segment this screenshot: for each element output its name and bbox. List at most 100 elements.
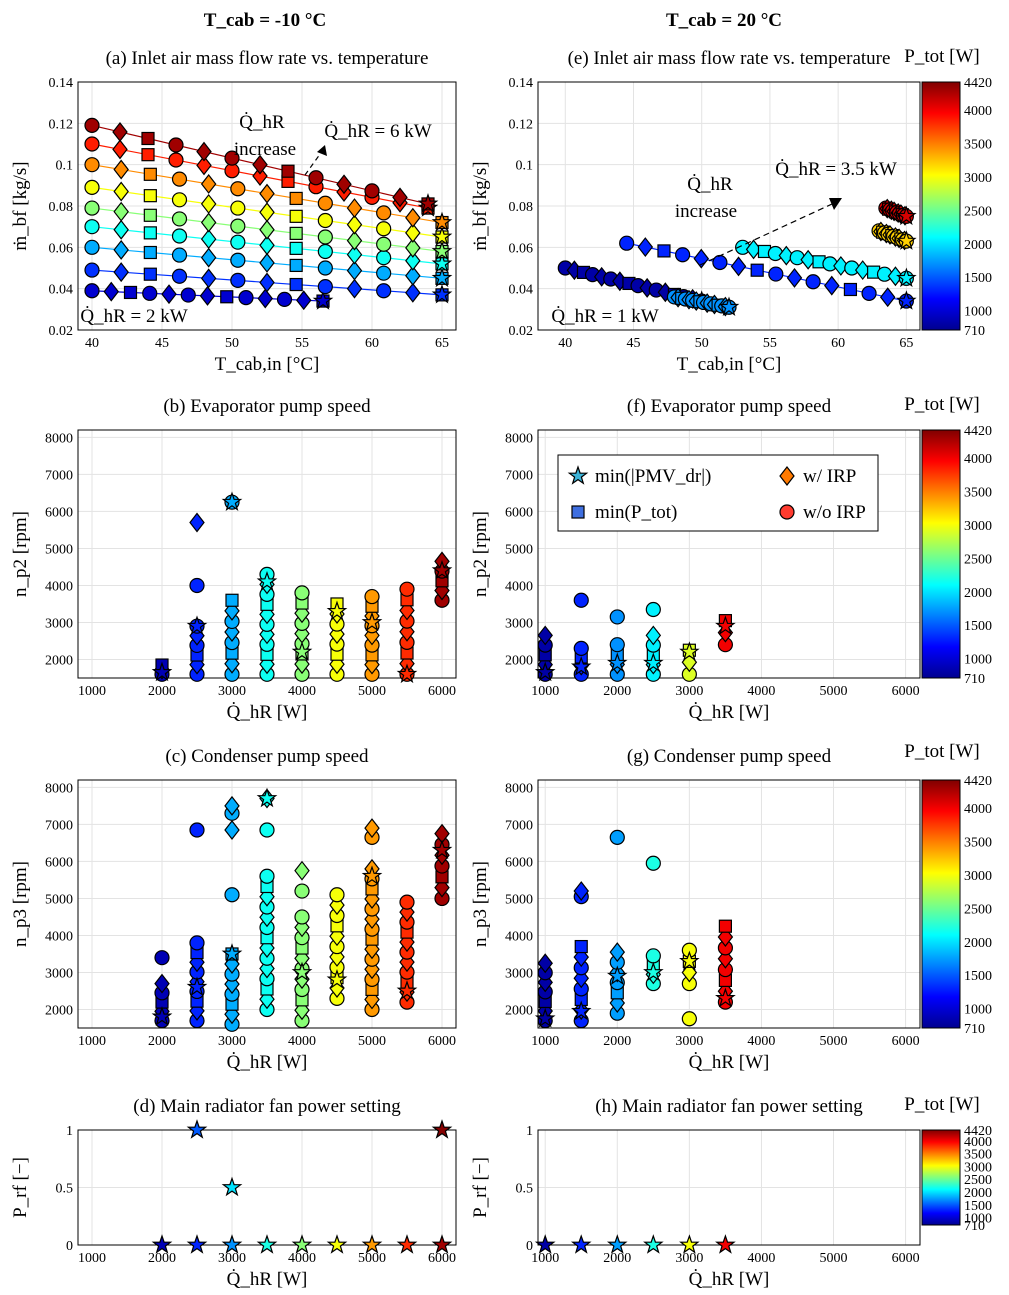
data-point (230, 252, 246, 268)
data-point (405, 207, 421, 228)
y-tick-label: 0.1 (56, 159, 74, 174)
x-tick-label: 6000 (892, 684, 920, 699)
data-point (84, 117, 100, 134)
series-line (626, 242, 907, 302)
panel-d: 1000 2000 3000 4000 5000 6000 0 0.5 1 (d) Main ra… (10, 1096, 457, 1290)
colorbar-tick-label: 3500 (964, 485, 992, 500)
data-point (778, 245, 795, 266)
y-axis-label: P_rf [−] (10, 1157, 31, 1218)
data-point (346, 214, 363, 235)
x-tick-label: 50 (695, 336, 709, 351)
optimum-star (151, 1006, 173, 1026)
data-point (376, 236, 392, 252)
panel-h: 1000 2000 3000 4000 5000 6000 0 0.5 1 (h) Main ra… (470, 1096, 921, 1290)
colorbar: 4420 4000 3500 3000 2500 2000 1500 1000 710 P_tot… (904, 46, 992, 339)
colorbar-tick-label: 710 (964, 1219, 985, 1234)
y-tick-label: 0 (526, 1239, 533, 1254)
colorbar-label: P_tot [W] (904, 394, 979, 415)
optimum-star (606, 965, 628, 985)
data-point (142, 285, 158, 301)
data-point (376, 250, 392, 266)
x-tick-label: 6000 (428, 1251, 456, 1266)
data-point (259, 202, 275, 223)
data-point (252, 154, 268, 175)
data-point (637, 237, 654, 258)
colorbar-tick-label: 1500 (964, 271, 992, 286)
data-point (113, 181, 129, 202)
y-tick-label: 0.12 (509, 117, 534, 132)
data-point (289, 226, 303, 240)
data-point (171, 247, 188, 263)
data-point (376, 265, 392, 281)
y-tick-label: 2000 (45, 1003, 73, 1018)
y-tick-label: 0.06 (509, 241, 534, 256)
x-tick-label: 50 (225, 336, 239, 351)
data-point (294, 883, 310, 899)
data-point (609, 942, 626, 963)
data-point (824, 275, 840, 296)
y-axis-label: n_p3 [rpm] (10, 861, 31, 947)
y-tick-label: 5000 (45, 892, 73, 907)
colorbar-label: P_tot [W] (904, 46, 979, 67)
x-tick-label: 4000 (747, 1251, 775, 1266)
optimum-star (396, 980, 418, 1000)
x-tick-label: 65 (899, 336, 913, 351)
data-point (84, 136, 100, 152)
optimum-star (431, 240, 453, 261)
data-point (346, 278, 363, 299)
colorbar-tick-label: 1500 (964, 619, 992, 634)
data-point (392, 187, 408, 208)
legend-item: w/ IRP (803, 466, 856, 487)
y-tick-label: 0.08 (509, 200, 534, 215)
optimum-star (221, 1176, 243, 1197)
data-point (113, 239, 129, 260)
data-point (113, 159, 129, 180)
data-point (230, 181, 246, 197)
data-point (259, 219, 275, 240)
y-tick-label: 4000 (45, 579, 73, 594)
panel-title: (c) Condenser pump speed (165, 746, 369, 767)
data-point (336, 174, 352, 195)
data-point (537, 953, 553, 974)
optimum-star (361, 865, 383, 885)
optimum-star (256, 787, 278, 808)
data-point (230, 272, 246, 288)
data-point (112, 121, 128, 142)
data-point (84, 200, 100, 216)
data-point (171, 211, 188, 227)
x-tick-label: 1000 (531, 1034, 559, 1049)
optimum-star (186, 1119, 208, 1139)
data-point (141, 148, 155, 162)
data-point (346, 260, 363, 281)
x-tick-label: 4000 (747, 1034, 775, 1049)
header-right: T_cab = 20 °C (666, 10, 782, 31)
y-tick-label: 7000 (505, 468, 533, 483)
x-tick-label: 6000 (892, 1034, 920, 1049)
x-tick-label: 6000 (428, 684, 456, 699)
data-point (200, 193, 217, 214)
colorbar-gradient (921, 779, 961, 1029)
optimum-star (326, 1234, 348, 1254)
data-point (573, 592, 589, 608)
panel-title: (g) Condenser pump speed (627, 746, 832, 767)
optimum-star (431, 226, 453, 246)
optimum-star (256, 1234, 278, 1254)
y-tick-label: 0.06 (49, 241, 74, 256)
annotation: Q̇_hR = 2 kW (80, 304, 187, 327)
y-tick-label: 0 (66, 1239, 73, 1254)
axes-box (77, 779, 457, 1029)
colorbar-tick-label: 1000 (964, 1003, 992, 1018)
y-tick-label: 3000 (505, 616, 533, 631)
optimum-star (679, 641, 700, 661)
colorbar-tick-label: 3500 (964, 137, 992, 152)
optimum-star (431, 1234, 453, 1254)
optimum-star (570, 656, 592, 676)
optimum-star (431, 253, 453, 273)
colorbar-tick-label: 2500 (964, 1173, 992, 1188)
colorbar-label: P_tot [W] (904, 1094, 979, 1115)
colorbar-tick-label: 4420 (964, 774, 992, 789)
optimum-star (534, 1007, 556, 1028)
data-point (84, 179, 100, 195)
y-tick-label: 8000 (505, 431, 533, 446)
data-point (224, 150, 240, 166)
